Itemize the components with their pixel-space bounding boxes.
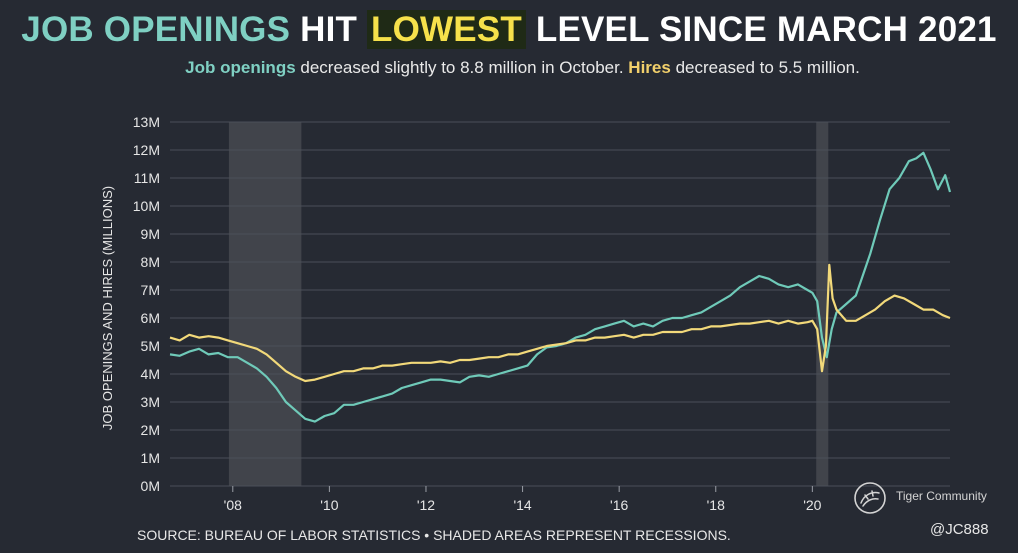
chart-title: JOB OPENINGS HIT LOWEST LEVEL SINCE MARC…: [0, 10, 1018, 50]
title-job-openings: JOB OPENINGS: [21, 10, 291, 49]
y-tick-label: 1M: [141, 450, 160, 466]
y-tick-label: 8M: [141, 254, 160, 270]
source-note: SOURCE: BUREAU OF LABOR STATISTICS • SHA…: [137, 527, 731, 543]
author-handle: @JC888: [930, 521, 989, 538]
tiger-logo-icon: [854, 482, 886, 514]
y-tick-label: 11M: [134, 170, 160, 186]
title-lowest-highlight: LOWEST: [367, 10, 526, 49]
y-tick-label: 12M: [133, 142, 160, 158]
y-tick-label: 5M: [141, 338, 160, 354]
y-tick-label: 2M: [141, 422, 160, 438]
subtitle-openings-label: Job openings: [185, 58, 296, 77]
x-tick-label: '20: [803, 497, 821, 513]
x-tick-label: '12: [417, 497, 435, 513]
y-axis-label: JOB OPENINGS AND HIRES (MILLIONS): [100, 186, 115, 430]
x-tick-label: '16: [610, 497, 628, 513]
y-tick-label: 4M: [141, 366, 160, 382]
y-tick-label: 13M: [133, 114, 160, 130]
watermark-text: Tiger Community: [896, 489, 987, 503]
title-rest: LEVEL SINCE MARCH 2021: [535, 10, 997, 49]
y-tick-label: 7M: [141, 282, 160, 298]
y-tick-label: 9M: [141, 226, 160, 242]
subtitle-hires-label: Hires: [628, 58, 671, 77]
watermark: Tiger Community: [852, 481, 1012, 515]
chart-subtitle: Job openings decreased slightly to 8.8 m…: [0, 58, 1018, 78]
x-tick-label: '10: [320, 497, 338, 513]
series-line-hires: [169, 263, 951, 383]
recession-band-2: [816, 122, 829, 486]
y-tick-label: 0M: [141, 478, 160, 494]
x-tick-label: '14: [513, 497, 531, 513]
y-tick-label: 10M: [133, 198, 160, 214]
subtitle-hires-text: decreased to 5.5 million.: [675, 58, 860, 77]
title-hit: HIT: [300, 10, 358, 49]
y-tick-label: 6M: [141, 310, 160, 326]
y-tick-label: 3M: [141, 394, 160, 410]
x-tick-label: '18: [707, 497, 725, 513]
recession-band-1: [228, 122, 302, 486]
series-line-job-openings: [169, 151, 952, 423]
x-tick-label: '08: [224, 497, 242, 513]
subtitle-openings-text: decreased slightly to 8.8 million in Oct…: [300, 58, 624, 77]
